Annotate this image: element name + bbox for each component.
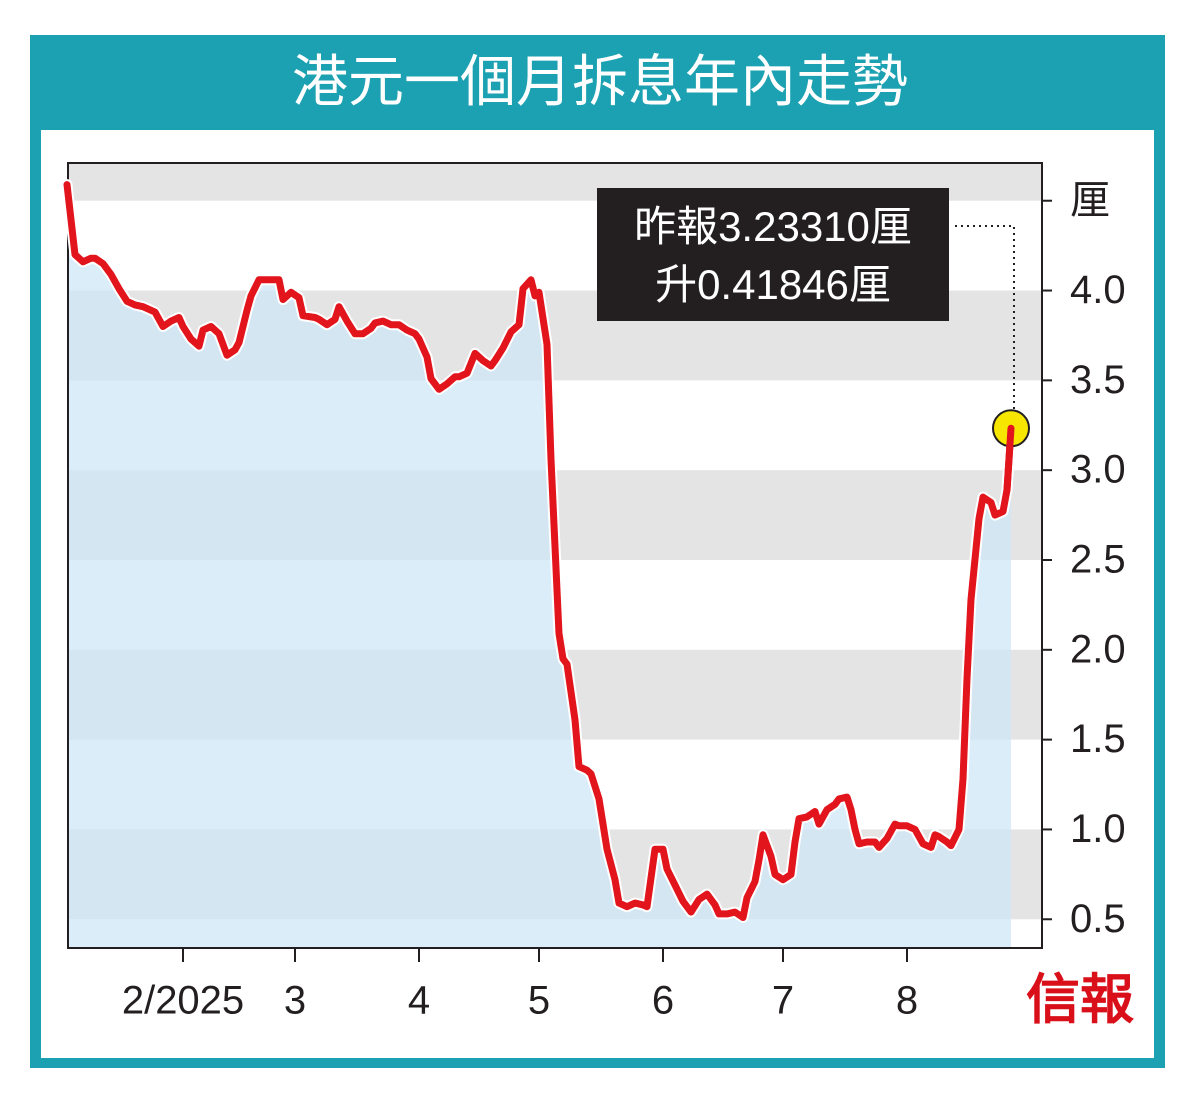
line bbox=[63, 181, 1015, 921]
chart-title: 港元一個月拆息年內走勢 bbox=[292, 50, 908, 113]
y-tick-label: 4.0 bbox=[1070, 268, 1126, 312]
x-tick-label: 2/2025 bbox=[122, 979, 244, 1023]
y-tick-label: 1.5 bbox=[1070, 717, 1126, 761]
x-tick-label: 5 bbox=[528, 979, 550, 1023]
area bbox=[67, 184, 1011, 949]
x-tick-label: 6 bbox=[652, 979, 674, 1023]
leader-line bbox=[955, 225, 1015, 411]
y-tick-label: 厘 bbox=[1070, 178, 1110, 222]
y-tick-label: 0.5 bbox=[1070, 897, 1126, 941]
y-tick-label: 2.0 bbox=[1070, 627, 1126, 671]
y-tick-label: 3.0 bbox=[1070, 448, 1126, 492]
source-logo: 信報 bbox=[1026, 967, 1134, 1031]
annotation: 昨報3.23310厘 bbox=[634, 203, 912, 250]
plot: 0.5 1.0 1.5 2.0 2.5 3.0 3.5 4.0 厘 2/2025 3 4 5 6 7 8 昨報3… bbox=[61, 162, 1126, 1023]
annotation: 升0.41846厘 bbox=[655, 261, 891, 308]
y-tick-label: 3.5 bbox=[1070, 358, 1126, 402]
x-tick-label: 3 bbox=[284, 979, 306, 1023]
x-tick-label: 7 bbox=[772, 979, 794, 1023]
plot-border bbox=[67, 162, 1043, 949]
annotation-box bbox=[597, 188, 949, 321]
x-tick-label: 8 bbox=[896, 979, 918, 1023]
y-tick-label: 1.0 bbox=[1070, 807, 1126, 851]
y-tick-label: 2.5 bbox=[1070, 538, 1126, 582]
last-point-line bbox=[1003, 424, 1015, 494]
x-tick-label: 4 bbox=[408, 979, 430, 1023]
